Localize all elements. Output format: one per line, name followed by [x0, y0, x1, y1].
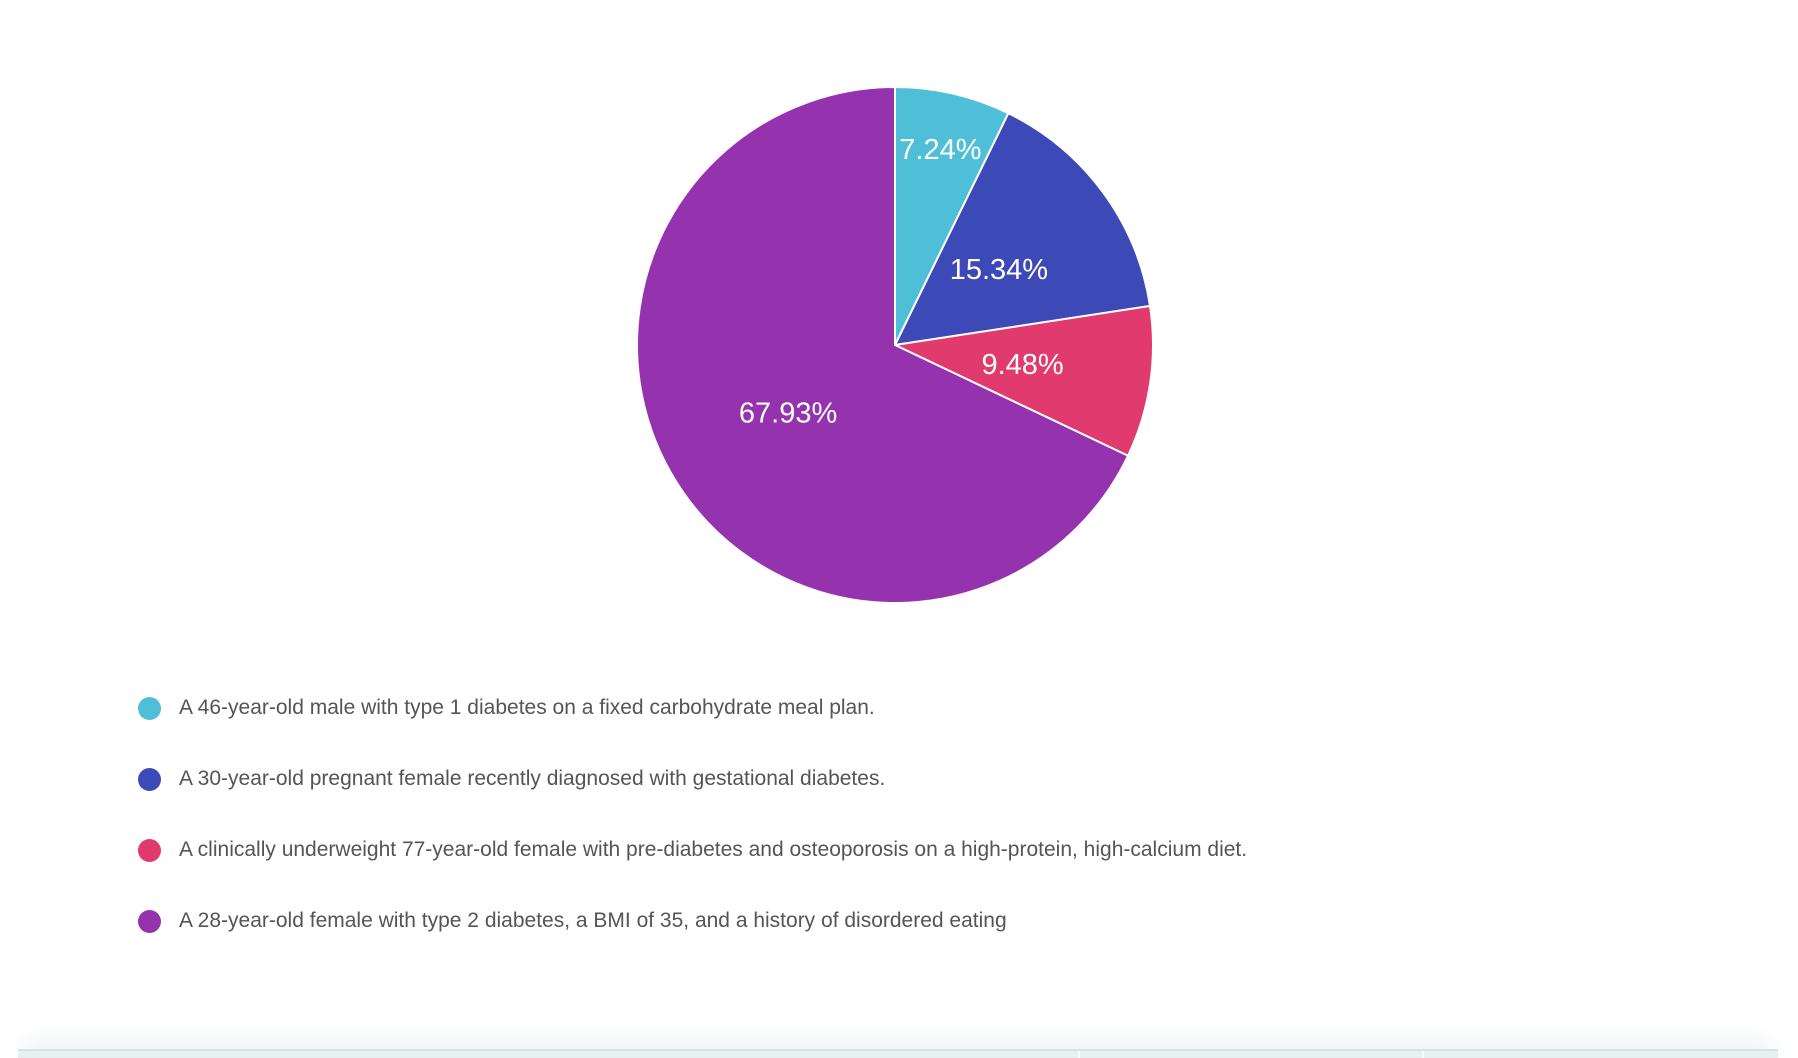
legend-label: A 28-year-old female with type 2 diabete… — [179, 909, 1007, 932]
pie-chart-svg: 7.24% 15.34% 9.48% 67.93% — [636, 86, 1155, 604]
table-column-divider — [1078, 1051, 1080, 1058]
legend-item[interactable]: A clinically underweight 77-year-old fem… — [138, 838, 1247, 862]
pie-slice[interactable] — [636, 86, 1130, 604]
legend-label: A clinically underweight 77-year-old fem… — [179, 838, 1248, 861]
legend-swatch-icon — [138, 838, 161, 862]
legend-label: A 46-year-old male with type 1 diabetes … — [179, 696, 875, 719]
legend-swatch-icon — [138, 696, 161, 720]
pie-slice-label: 9.48% — [981, 349, 1063, 381]
table-column-divider — [1422, 1051, 1424, 1058]
legend-swatch-icon — [138, 909, 161, 933]
legend-item[interactable]: A 28-year-old female with type 2 diabete… — [138, 909, 1247, 933]
pie-slice[interactable] — [894, 304, 1155, 457]
legend-item[interactable]: A 46-year-old male with type 1 diabetes … — [138, 696, 1247, 720]
pie-slice-label: 7.24% — [899, 134, 981, 166]
pie-slice[interactable] — [894, 112, 1152, 346]
legend-item[interactable]: A 30-year-old pregnant female recently d… — [138, 767, 1247, 791]
legend-swatch-icon — [138, 767, 161, 791]
pie-slice-label: 15.34% — [950, 254, 1048, 286]
pie-chart: 7.24% 15.34% 9.48% 67.93% — [635, 85, 1155, 605]
pie-slice-label: 67.93% — [739, 398, 837, 430]
legend-label: A 30-year-old pregnant female recently d… — [179, 767, 886, 790]
table-header-peek — [18, 1049, 1778, 1058]
pie-slice[interactable] — [894, 86, 1010, 346]
chart-legend: A 46-year-old male with type 1 diabetes … — [138, 696, 1247, 980]
